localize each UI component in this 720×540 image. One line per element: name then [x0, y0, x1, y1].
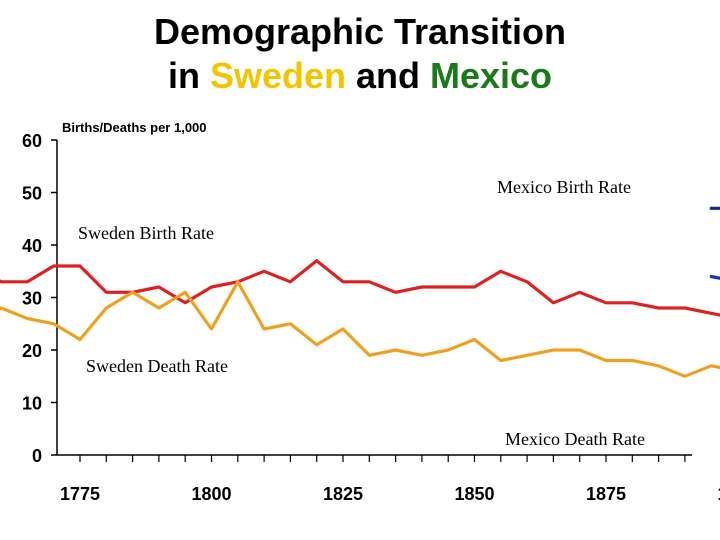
chart-title: Demographic Transition in Sweden and Mex…: [0, 10, 720, 98]
title-mid: and: [345, 55, 430, 96]
x-tick-label: 1875: [586, 484, 626, 504]
annotation-mexico-death-rate: Mexico Death Rate: [505, 429, 645, 449]
title-line-1: Demographic Transition: [153, 11, 567, 52]
y-tick-label: 10: [22, 394, 42, 414]
annotation-sweden-death-rate: Sweden Death Rate: [86, 356, 228, 376]
series-line-sweden-birth-rate: [0, 259, 720, 317]
y-tick-label: 20: [22, 341, 42, 361]
x-tick-label: 1775: [60, 484, 100, 504]
title-prefix: in: [167, 55, 210, 96]
y-tick-label: 30: [22, 289, 42, 309]
series-group: [0, 206, 720, 378]
y-tick-label: 40: [22, 236, 42, 256]
title-sweden: Sweden: [209, 55, 346, 96]
x-tick-label: 1825: [323, 484, 363, 504]
annotation-mexico-birth-rate: Mexico Birth Rate: [497, 177, 631, 197]
y-ticks: 0 10 20 30 40 50 60: [22, 131, 57, 466]
x-tick-label: 1900: [717, 484, 720, 504]
title-mexico: Mexico: [430, 55, 553, 96]
annotation-sweden-birth-rate: Sweden Birth Rate: [78, 223, 214, 243]
x-ticks: 1775180018251850187519001925195019752000: [60, 455, 720, 504]
series-line-sweden-death-rate: [0, 280, 720, 378]
y-tick-label: 0: [32, 446, 42, 466]
series-line-mexico-birth-rate: [709, 206, 720, 210]
y-tick-label: 50: [22, 184, 42, 204]
title-line-2: in Sweden and Mexico: [0, 54, 720, 98]
y-axis-label: Births/Deaths per 1,000: [62, 120, 207, 135]
x-tick-label: 1800: [191, 484, 231, 504]
y-tick-label: 60: [22, 131, 42, 151]
x-tick-label: 1850: [454, 484, 494, 504]
